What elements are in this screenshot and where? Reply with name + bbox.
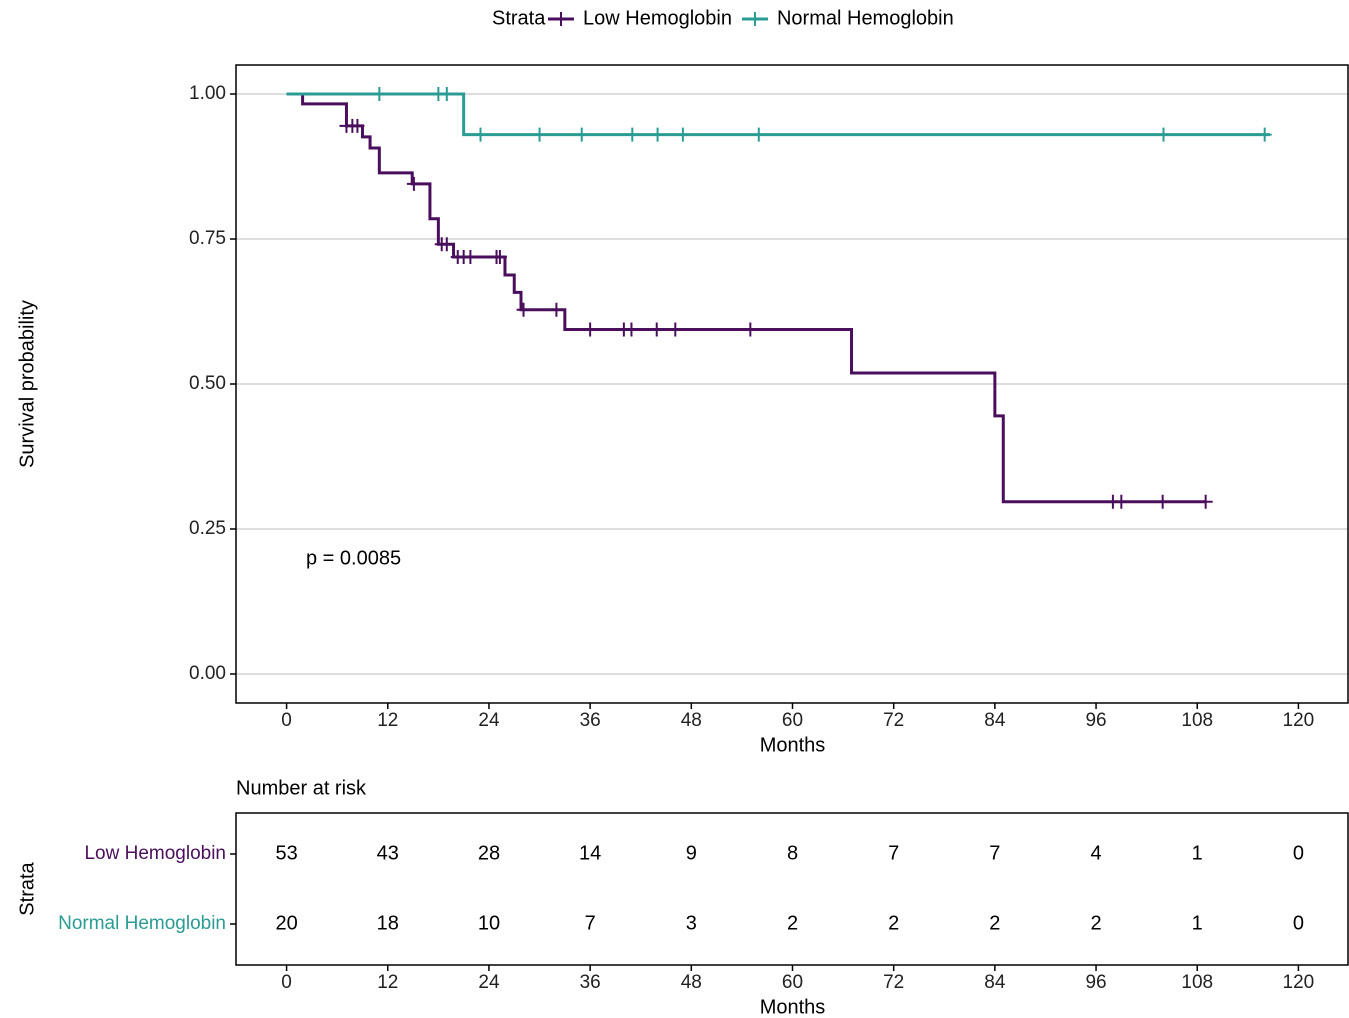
x-tick-label: 12: [377, 972, 398, 993]
x-axis-title: Months: [760, 996, 826, 1018]
table-frame: [235, 812, 1349, 966]
survival-curve: [286, 92, 1206, 504]
x-tick-label: 108: [1181, 972, 1213, 993]
x-tick-label: 12: [377, 710, 398, 731]
x-tick-label: 84: [984, 710, 1006, 731]
legend-swatch: [554, 12, 568, 26]
x-tick-label: 36: [580, 972, 601, 993]
risk-count: 9: [686, 842, 697, 864]
censor-mark: [372, 87, 387, 101]
censor-mark: [751, 127, 766, 142]
risk-count: 53: [275, 842, 297, 864]
x-tick-label: 96: [1085, 710, 1106, 731]
survival-curve: [286, 92, 1270, 137]
risk-count: 7: [585, 912, 596, 934]
risk-count: 28: [478, 842, 500, 864]
x-tick-label: 120: [1283, 972, 1315, 993]
legend-label: Normal Hemoglobin: [777, 7, 954, 29]
x-axis-title: Months: [760, 734, 826, 756]
censor-mark: [1257, 127, 1272, 142]
censor-mark: [439, 237, 454, 252]
censor-mark: [473, 127, 488, 142]
censor-mark: [492, 249, 507, 264]
y-tick-label: 0.75: [189, 228, 226, 249]
risk-count: 2: [1090, 912, 1101, 934]
risk-count: 2: [888, 912, 899, 934]
legend-title: Strata: [492, 7, 546, 29]
risk-count: 1: [1192, 912, 1203, 934]
censor-mark: [516, 302, 531, 317]
censor-mark: [532, 127, 547, 142]
y-axis-title: Strata: [16, 861, 38, 915]
y-tick-label: 0.50: [189, 373, 226, 394]
censor-mark: [549, 302, 564, 317]
risk-count: 14: [579, 842, 601, 864]
risk-count: 8: [787, 842, 798, 864]
risk-count: 0: [1293, 842, 1304, 864]
x-tick-label: 60: [782, 972, 803, 993]
risk-count: 43: [377, 842, 399, 864]
x-tick-label: 36: [580, 710, 601, 731]
censor-mark: [668, 322, 683, 337]
risk-count: 4: [1090, 842, 1101, 864]
censor-mark: [1198, 494, 1213, 509]
censor-mark: [574, 127, 589, 142]
plot-frame: [235, 64, 1349, 704]
risk-count: 10: [478, 912, 500, 934]
x-tick-label: 24: [478, 710, 500, 731]
censor-mark: [439, 87, 454, 101]
legend-label: Low Hemoglobin: [583, 7, 732, 29]
x-tick-label: 0: [281, 710, 292, 731]
y-axis-title: Survival probability: [16, 300, 38, 468]
risk-count: 2: [787, 912, 798, 934]
censor-mark: [743, 322, 758, 337]
risk-count: 3: [686, 912, 697, 934]
censor-mark: [583, 322, 598, 337]
x-tick-label: 24: [478, 972, 500, 993]
x-tick-label: 48: [681, 710, 702, 731]
table-title: Number at risk: [236, 777, 367, 799]
risk-count: 7: [888, 842, 899, 864]
risk-count: 18: [377, 912, 399, 934]
risk-count: 0: [1293, 912, 1304, 934]
censor-mark: [1155, 494, 1170, 509]
p-value: p = 0.0085: [306, 547, 401, 569]
censor-mark: [675, 127, 690, 142]
x-tick-label: 48: [681, 972, 702, 993]
x-tick-label: 72: [883, 972, 904, 993]
x-tick-label: 0: [281, 972, 292, 993]
censor-mark: [406, 176, 421, 191]
y-tick-label: 1.00: [189, 83, 226, 104]
censor-mark: [624, 322, 639, 337]
censor-mark: [350, 118, 365, 133]
row-label: Normal Hemoglobin: [58, 913, 226, 934]
x-tick-label: 60: [782, 710, 803, 731]
y-tick-label: 0.25: [189, 518, 226, 539]
row-label: Low Hemoglobin: [84, 843, 226, 864]
risk-count: 20: [275, 912, 297, 934]
legend-swatch: [747, 12, 762, 26]
x-tick-label: 72: [883, 710, 904, 731]
x-tick-label: 84: [984, 972, 1006, 993]
censor-mark: [1114, 494, 1129, 509]
y-tick-label: 0.00: [189, 663, 226, 684]
risk-count: 1: [1192, 842, 1203, 864]
censor-mark: [463, 249, 478, 264]
censor-mark: [625, 127, 640, 142]
censor-mark: [649, 322, 664, 337]
risk-count: 2: [989, 912, 1000, 934]
risk-count: 7: [989, 842, 1000, 864]
x-tick-label: 96: [1085, 972, 1106, 993]
x-tick-label: 108: [1181, 710, 1213, 731]
censor-mark: [1156, 127, 1171, 142]
censor-mark: [650, 127, 665, 142]
x-tick-label: 120: [1283, 710, 1315, 731]
